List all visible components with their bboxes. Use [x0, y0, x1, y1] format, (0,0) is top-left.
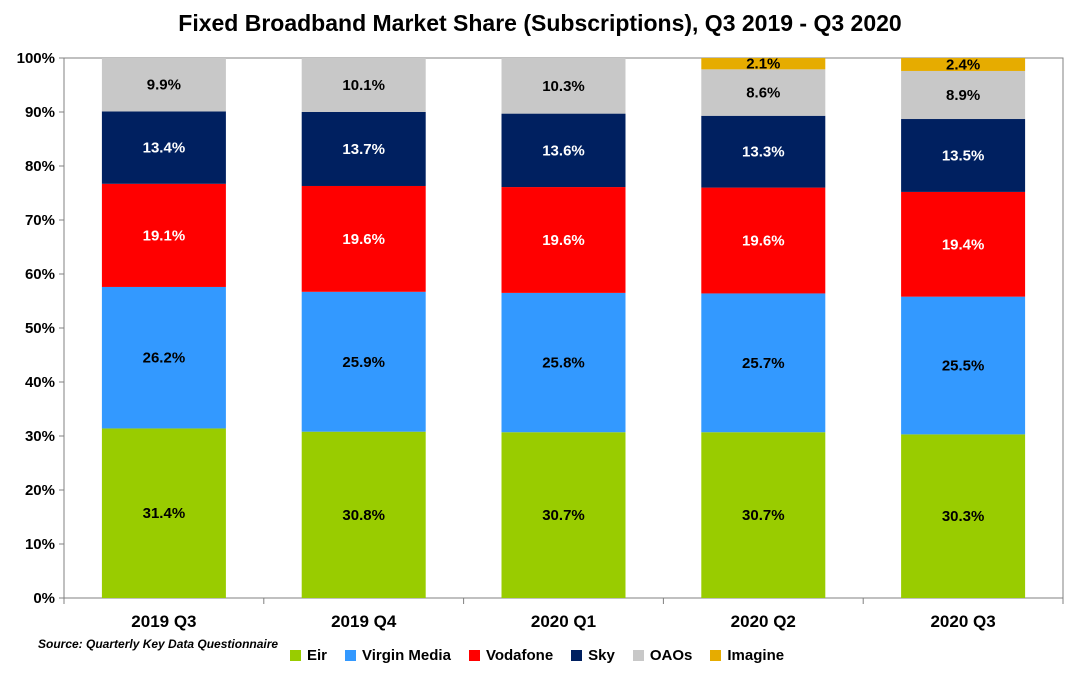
bar-segment: [701, 115, 826, 188]
chart-legend: Eir Virgin Media Vodafone Sky OAOs Imagine: [290, 645, 784, 665]
x-tick-label: 2020 Q3: [930, 612, 995, 631]
data-label: 19.1%: [143, 227, 186, 244]
data-label: 8.9%: [946, 87, 980, 104]
x-tick-label: 2019 Q3: [131, 612, 196, 631]
legend-item: Virgin Media: [345, 647, 451, 664]
bar-segment: [701, 432, 826, 598]
y-tick-label: 40%: [25, 374, 55, 391]
legend-item: Imagine: [710, 647, 784, 664]
x-tick-label: 2020 Q2: [731, 612, 796, 631]
data-label: 13.6%: [542, 142, 585, 159]
data-label: 19.4%: [942, 236, 985, 253]
legend-swatch: [632, 649, 644, 661]
y-tick-label: 30%: [25, 428, 55, 445]
y-tick-label: 80%: [25, 158, 55, 175]
bar-segment: [301, 112, 426, 186]
data-label: 19.6%: [342, 231, 385, 248]
bar-segment: [701, 293, 826, 433]
bar-segment: [901, 58, 1026, 71]
bar-segment: [901, 434, 1026, 598]
bar-segment: [901, 191, 1026, 297]
data-label: 30.7%: [742, 507, 785, 524]
data-label: 13.3%: [742, 144, 785, 161]
data-label: 13.5%: [942, 147, 985, 164]
data-label: 30.7%: [542, 507, 585, 524]
bar-segment: [301, 58, 426, 112]
y-tick-label: 20%: [25, 482, 55, 499]
data-label: 25.9%: [342, 354, 385, 371]
data-label: 25.5%: [942, 358, 985, 375]
legend-item: OAOs: [632, 646, 693, 664]
y-tick-label: 90%: [25, 104, 55, 121]
data-label: 19.6%: [542, 232, 585, 249]
bar-segment: [101, 428, 226, 598]
legend-label: Vodafone: [485, 646, 554, 664]
legend-item: Eir: [290, 647, 327, 664]
data-label: 25.8%: [542, 355, 585, 372]
bar-segment: [501, 113, 626, 188]
bar-segment: [301, 185, 426, 292]
bar-segment: [101, 183, 226, 287]
data-label: 30.8%: [342, 507, 385, 524]
y-tick-label: 10%: [25, 536, 55, 553]
legend-item: Sky: [571, 647, 615, 664]
legend-label: Eir: [307, 646, 328, 664]
y-tick-label: 60%: [25, 266, 55, 283]
bar-segment: [901, 296, 1026, 435]
data-label: 30.3%: [942, 508, 985, 525]
bar-segment: [501, 187, 626, 293]
bar-segment: [101, 58, 226, 112]
x-tick-label: 2020 Q1: [531, 612, 596, 631]
legend-swatch: [710, 649, 722, 661]
data-label: 10.1%: [342, 77, 385, 94]
x-tick-label: 2019 Q4: [331, 612, 397, 631]
data-label: 25.7%: [742, 355, 785, 372]
legend-label: Imagine: [727, 646, 785, 664]
bar-segment: [501, 292, 626, 433]
bar-segment: [901, 70, 1026, 120]
bar-segment: [701, 58, 826, 70]
bar-segment: [301, 431, 426, 598]
chart-title: Fixed Broadband Market Share (Subscripti…: [178, 10, 902, 36]
y-tick-label: 50%: [25, 320, 55, 337]
data-label: 31.4%: [143, 505, 186, 522]
bar-segment: [901, 119, 1026, 192]
data-label: 2.1%: [746, 56, 780, 73]
bar-segment: [501, 432, 626, 598]
data-label: 13.4%: [143, 140, 186, 157]
bar-segment: [701, 187, 826, 294]
source-note: Source: Quarterly Key Data Questionnaire: [38, 637, 279, 651]
data-label: 26.2%: [143, 350, 186, 367]
legend-swatch: [290, 649, 301, 661]
legend-item: Vodafone: [468, 646, 554, 664]
bar-segment: [301, 291, 426, 432]
y-tick-label: 70%: [25, 212, 55, 229]
bar-segment: [101, 286, 226, 429]
data-label: 2.4%: [946, 56, 980, 73]
bar-segment: [501, 58, 626, 114]
data-label: 10.3%: [542, 78, 585, 95]
legend-label: OAOs: [649, 646, 693, 664]
legend-swatch: [345, 649, 357, 661]
data-label: 8.6%: [746, 85, 780, 102]
bar-segment: [701, 69, 826, 116]
data-label: 9.9%: [147, 77, 181, 94]
data-label: 19.6%: [742, 233, 785, 250]
legend-label: Sky: [588, 646, 615, 664]
legend-swatch: [571, 649, 583, 661]
legend-label: Virgin Media: [362, 646, 451, 664]
data-label: 13.7%: [342, 141, 385, 158]
y-tick-label: 0%: [33, 590, 55, 607]
bar-segment: [101, 111, 226, 184]
y-tick-label: 100%: [17, 50, 55, 67]
legend-swatch: [468, 649, 480, 661]
